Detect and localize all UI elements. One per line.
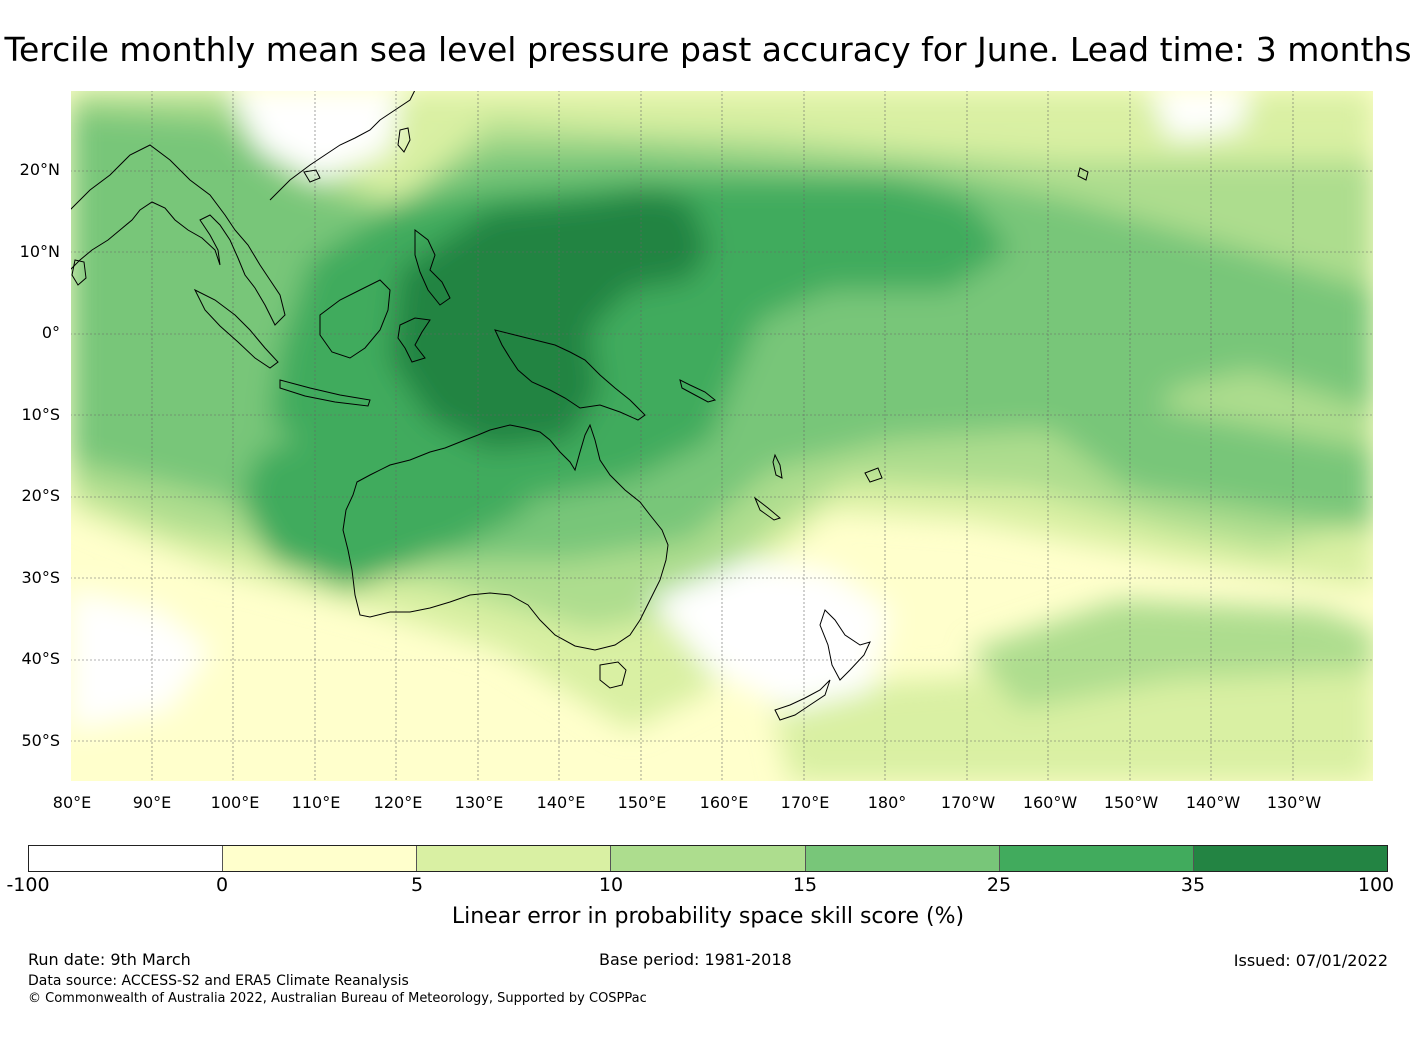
coast-new-caledonia — [753, 496, 782, 521]
colorbar-segment — [611, 846, 806, 871]
colorbar-tick: 15 — [792, 874, 818, 896]
coast-australia — [342, 423, 669, 651]
coast-solomons — [679, 379, 717, 403]
lat-label: 20°N — [19, 160, 60, 179]
colorbar-tick: 100 — [1357, 874, 1395, 896]
lon-label: 130°E — [454, 793, 504, 812]
coast-new-guinea — [494, 329, 646, 421]
lon-label: 90°E — [132, 793, 172, 812]
colorbar-segment — [223, 846, 418, 871]
colorbar-tick: 35 — [1180, 874, 1206, 896]
lat-label: 10°S — [21, 405, 60, 424]
coast-indochina — [269, 90, 416, 201]
field-band-10-15-se — [970, 600, 1374, 710]
colorbar-label: Linear error in probability space skill … — [451, 904, 965, 929]
coast-sulawesi — [397, 317, 431, 363]
lon-label: 170°E — [780, 793, 830, 812]
lon-label: 80°E — [52, 793, 92, 812]
lon-label: 140°E — [536, 793, 586, 812]
lon-label: 120°E — [373, 793, 423, 812]
coast-sri-lanka — [71, 259, 87, 286]
lon-label: 130°W — [1266, 793, 1322, 812]
coast-philippines — [414, 228, 451, 306]
coast-borneo — [319, 279, 391, 359]
graticule — [70, 90, 1374, 782]
skill-score-map — [70, 90, 1374, 782]
lat-label: 10°N — [19, 242, 60, 261]
lat-label: 0° — [41, 323, 60, 342]
lon-label: 170°W — [940, 793, 996, 812]
lon-label: 160°E — [699, 793, 749, 812]
copyright: © Commonwealth of Australia 2022, Austra… — [28, 991, 647, 1006]
colorbar-tick: 0 — [215, 874, 229, 896]
coast-hainan — [303, 169, 321, 183]
field-band-25-35-south — [240, 420, 530, 590]
colorbar-tick: 5 — [410, 874, 424, 896]
lon-label: 160°W — [1022, 793, 1078, 812]
field-band-35-100 — [390, 190, 710, 450]
colorbar-tick: -100 — [6, 874, 50, 896]
lon-label: 150°E — [617, 793, 667, 812]
colorbar-segment — [999, 846, 1194, 871]
colorbar — [28, 845, 1388, 872]
coast-tasmania — [599, 661, 627, 689]
colorbar-segment — [417, 846, 612, 871]
coast-taiwan — [397, 127, 411, 153]
chart-title: Tercile monthly mean sea level pressure … — [4, 30, 1412, 69]
coast-vanuatu — [772, 453, 783, 479]
coast-mainland-asia — [70, 144, 286, 326]
field-negative-tasman — [650, 560, 890, 710]
lon-label: 150°W — [1103, 793, 1159, 812]
lat-label: 40°S — [21, 649, 60, 668]
run-date: Run date: 9th March — [28, 950, 191, 969]
colorbar-segment — [29, 846, 224, 871]
coast-new-zealand-south — [774, 679, 831, 721]
colorbar-segment — [1193, 846, 1387, 871]
colorbar-tick: 25 — [986, 874, 1012, 896]
lon-label: 140°W — [1185, 793, 1241, 812]
coastlines — [70, 90, 1089, 721]
lon-label: 100°E — [210, 793, 260, 812]
coast-fiji — [864, 467, 883, 483]
coast-hawaii — [1077, 167, 1089, 181]
field-band-5-10-south — [770, 650, 1374, 782]
field-negative-ne — [1150, 90, 1250, 140]
base-period: Base period: 1981-2018 — [599, 950, 792, 969]
coast-java — [279, 379, 371, 407]
lat-label: 30°S — [21, 568, 60, 587]
issued-date: Issued: 07/01/2022 — [1233, 951, 1388, 970]
coast-new-zealand-north — [819, 609, 871, 681]
lon-label: 180° — [867, 793, 907, 812]
colorbar-segment — [805, 846, 1000, 871]
lat-label: 50°S — [21, 731, 60, 750]
lat-label: 20°S — [21, 486, 60, 505]
lon-label: 110°E — [291, 793, 341, 812]
map-frame — [70, 90, 1374, 782]
data-source: Data source: ACCESS-S2 and ERA5 Climate … — [28, 973, 409, 989]
colorbar-tick: 10 — [598, 874, 624, 896]
coast-sumatra — [193, 288, 279, 369]
